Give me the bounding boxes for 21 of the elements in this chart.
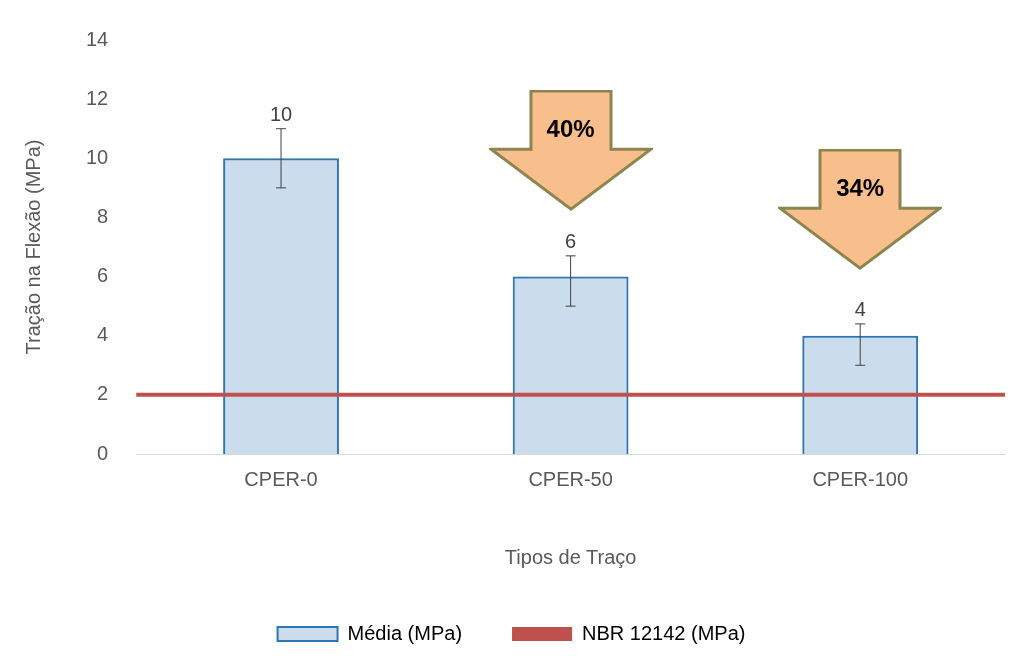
y-axis-title: Tração na Flexão (MPa) xyxy=(21,139,44,355)
x-tick-label: CPER-100 xyxy=(812,467,909,490)
x-tick-label: CPER-0 xyxy=(244,467,318,490)
y-tick-label: 6 xyxy=(97,264,109,287)
y-tick-label: 4 xyxy=(97,323,109,346)
y-tick-label: 0 xyxy=(97,441,109,464)
annotation: 40% xyxy=(545,114,596,143)
y-tick-label: 10 xyxy=(86,145,109,168)
y-tick-label: 2 xyxy=(97,382,109,405)
data-label: 4 xyxy=(854,298,866,321)
y-tick-label: 14 xyxy=(86,27,109,50)
legend-label: NBR 12142 (MPa) xyxy=(582,621,746,644)
bar xyxy=(223,158,339,454)
data-label: 6 xyxy=(565,230,577,253)
x-axis-title: Tipos de Traço xyxy=(504,545,637,568)
data-label: 10 xyxy=(269,103,293,126)
y-tick-label: 12 xyxy=(86,86,109,109)
legend-label: Média (MPa) xyxy=(347,621,463,644)
annotation: 34% xyxy=(835,173,886,202)
x-tick-label: CPER-50 xyxy=(528,467,613,490)
y-tick-label: 8 xyxy=(97,204,109,227)
